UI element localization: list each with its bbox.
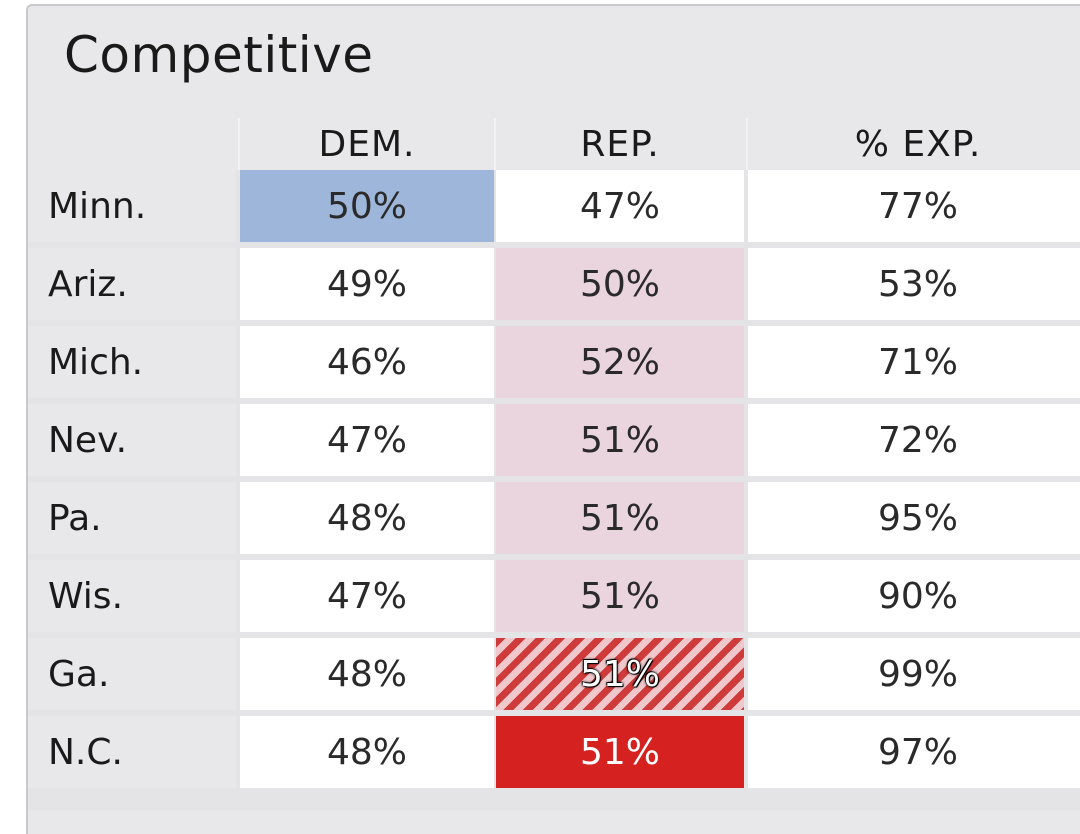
expected-vote-percent-cell: 72% xyxy=(748,404,1080,476)
header-divider xyxy=(746,118,748,170)
table-row: Ga. 48% 51% 99% xyxy=(28,634,1080,712)
card-title: Competitive xyxy=(64,26,374,84)
expected-vote-percent-cell: 95% xyxy=(748,482,1080,554)
dem-percent-cell: 47% xyxy=(240,404,494,476)
expected-vote-percent-cell: 77% xyxy=(748,170,1080,242)
rep-percent-cell: 47% xyxy=(496,170,744,242)
rep-percent-cell: 51% xyxy=(496,716,744,788)
header-divider xyxy=(238,118,240,170)
dem-percent-cell: 49% xyxy=(240,248,494,320)
expected-vote-percent-cell: 97% xyxy=(748,716,1080,788)
table-header xyxy=(28,118,1080,170)
state-name: Pa. xyxy=(28,482,236,554)
dem-percent-cell: 48% xyxy=(240,482,494,554)
table-row: Wis. 47% 51% 90% xyxy=(28,556,1080,634)
dem-percent-cell: 50% xyxy=(240,170,494,242)
dem-percent-cell: 48% xyxy=(240,638,494,710)
state-name: Minn. xyxy=(28,170,236,242)
dem-percent-cell: 47% xyxy=(240,560,494,632)
state-name: Ga. xyxy=(28,638,236,710)
state-name: Wis. xyxy=(28,560,236,632)
column-header-dem: DEM. xyxy=(318,123,416,165)
results-table-body: Minn. 50% 47% 77% Ariz. 49% 50% 53% Mich. 46% 52% 7… xyxy=(28,170,1080,810)
expected-vote-percent-cell: 71% xyxy=(748,326,1080,398)
rep-percent-cell: 51% xyxy=(496,404,744,476)
dem-percent-cell: 48% xyxy=(240,716,494,788)
state-name: Mich. xyxy=(28,326,236,398)
state-name: Nev. xyxy=(28,404,236,476)
rep-percent-cell: 52% xyxy=(496,326,744,398)
state-name: Ariz. xyxy=(28,248,236,320)
competitive-results-card: Competitive DEM. REP. % EXP. Minn. 50% 47%… xyxy=(26,4,1080,834)
table-row: Ariz. 49% 50% 53% xyxy=(28,244,1080,322)
dem-percent-cell: 46% xyxy=(240,326,494,398)
rep-percent-cell: 51% xyxy=(496,482,744,554)
table-row: N.C. 48% 51% 97% xyxy=(28,712,1080,790)
rep-percent-cell: 50% xyxy=(496,248,744,320)
expected-vote-percent-cell: 53% xyxy=(748,248,1080,320)
table-row: Pa. 48% 51% 95% xyxy=(28,478,1080,556)
column-header-exp: % EXP. xyxy=(854,123,982,165)
column-header-rep: REP. xyxy=(580,123,660,165)
expected-vote-percent-cell: 90% xyxy=(748,560,1080,632)
table-row: Nev. 47% 51% 72% xyxy=(28,400,1080,478)
table-row: Mich. 46% 52% 71% xyxy=(28,322,1080,400)
table-row: Minn. 50% 47% 77% xyxy=(28,166,1080,244)
header-divider xyxy=(494,118,496,170)
rep-percent-cell: 51% xyxy=(496,638,744,710)
rep-percent-cell: 51% xyxy=(496,560,744,632)
expected-vote-percent-cell: 99% xyxy=(748,638,1080,710)
state-name: N.C. xyxy=(28,716,236,788)
